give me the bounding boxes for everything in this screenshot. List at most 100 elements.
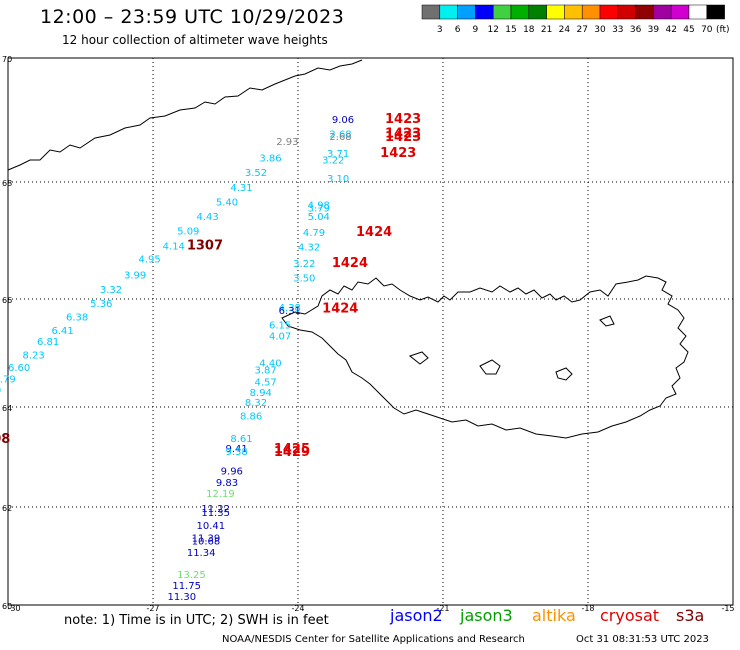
wave-height-label: 4.38 bbox=[279, 303, 301, 314]
lat-lon-grid bbox=[7, 57, 734, 606]
wave-height-label: 8.32 bbox=[245, 398, 267, 409]
wave-height-label: 6.15 bbox=[269, 321, 291, 332]
wave-height-label: 4.07 bbox=[269, 332, 291, 343]
track-time-label: 1308 bbox=[0, 432, 10, 447]
latitude-label: 60 bbox=[2, 602, 12, 611]
colorbar-label: 24 bbox=[559, 25, 571, 35]
wave-height-label: 9.41 bbox=[226, 444, 248, 455]
wave-height-label: 9.96 bbox=[221, 467, 243, 478]
latitude-label: 62 bbox=[2, 504, 12, 513]
wave-height-label: 11.75 bbox=[172, 581, 201, 592]
wave-height-label: 5.40 bbox=[216, 197, 238, 208]
wave-height-label: 3.22 bbox=[322, 155, 344, 166]
wave-height-label: 8.61 bbox=[230, 434, 252, 445]
iceland-inner-lake bbox=[599, 315, 615, 327]
latitude-label: 68 bbox=[2, 179, 12, 188]
longitude-label: -18 bbox=[581, 604, 594, 613]
longitude-label: -24 bbox=[291, 604, 304, 613]
latitude-label: 64 bbox=[2, 404, 12, 413]
wave-height-label: 11.35 bbox=[201, 508, 230, 519]
longitude-label: -30 bbox=[7, 604, 20, 613]
longitude-labels: -30 -27 -24 -21 -18 -15 bbox=[7, 604, 734, 613]
credit-line: NOAA/NESDIS Center for Satellite Applica… bbox=[222, 634, 525, 645]
satellite-legend-altika: altika bbox=[532, 606, 576, 625]
wave-height-label: 8.23 bbox=[23, 350, 45, 361]
wave-height-label: 11.22 bbox=[201, 504, 230, 515]
wave-height-label: 6.31 bbox=[279, 306, 301, 317]
map-title: 12:00 – 23:59 UTC 10/29/2023 bbox=[40, 6, 345, 28]
iceland-coastline bbox=[281, 275, 689, 439]
wave-height-label: 9.38 bbox=[226, 447, 248, 458]
wave-height-label: 4.31 bbox=[230, 183, 252, 194]
coastline bbox=[7, 59, 689, 439]
wave-height-label: 11.39 bbox=[192, 533, 221, 544]
wave-height-label: 3.87 bbox=[255, 366, 277, 377]
colorbar-label: 36 bbox=[630, 25, 642, 35]
wave-height-label: 4.57 bbox=[255, 377, 277, 388]
wave-height-label: 5.09 bbox=[177, 227, 199, 238]
latitude-label: 70 bbox=[2, 55, 12, 64]
wave-height-label: 11.30 bbox=[168, 592, 197, 603]
latitude-label: 66 bbox=[2, 296, 12, 305]
colorbar-unit: (ft) bbox=[716, 25, 730, 35]
wave-height-label: 10.68 bbox=[192, 537, 221, 548]
wave-height-label: 4.40 bbox=[259, 359, 281, 370]
wave-height-label: 2.93 bbox=[276, 137, 298, 148]
longitude-label: -15 bbox=[721, 604, 734, 613]
colorbar-label: 6 bbox=[455, 25, 461, 35]
wave-height-label: 3.22 bbox=[293, 259, 315, 270]
generation-timestamp: Oct 31 08:31:53 UTC 2023 bbox=[576, 634, 709, 645]
wave-height-label: 4.14 bbox=[163, 241, 185, 252]
wave-height-label: 12.19 bbox=[206, 489, 235, 500]
wave-height-label: 4.98 bbox=[308, 200, 330, 211]
longitude-label: -27 bbox=[146, 604, 159, 613]
latitude-labels: 70 68 66 64 62 60 bbox=[2, 55, 12, 611]
wave-height-label: 4.79 bbox=[303, 228, 325, 239]
satellite-legend-s3a: s3a bbox=[676, 606, 705, 625]
colorbar-label: 39 bbox=[648, 25, 660, 35]
wave-height-label: 3.99 bbox=[124, 271, 146, 282]
colorbar-label: 21 bbox=[541, 25, 552, 35]
wave-height-label: 3.10 bbox=[327, 174, 349, 185]
colorbar-label: 33 bbox=[612, 25, 623, 35]
wave-height-label: 3.71 bbox=[327, 149, 349, 160]
wave-height-label: 6.81 bbox=[37, 337, 59, 348]
colorbar-label: 12 bbox=[487, 25, 498, 35]
wave-height-label: 2.68 bbox=[329, 132, 351, 143]
iceland-inner-lake bbox=[555, 367, 573, 381]
track-time-label: 1307 bbox=[187, 238, 223, 253]
colorbar-label: 30 bbox=[594, 25, 606, 35]
colorbar-label: 3 bbox=[437, 25, 443, 35]
footer-note: note: 1) Time is in UTC; 2) SWH is in fe… bbox=[64, 613, 329, 628]
map-subtitle: 12 hour collection of altimeter wave hei… bbox=[62, 33, 328, 47]
wave-height-label: 6.60 bbox=[8, 363, 30, 374]
satellite-legend-cryosat: cryosat bbox=[600, 606, 660, 625]
colorbar-label: 27 bbox=[576, 25, 587, 35]
colorbar-label: 15 bbox=[505, 25, 516, 35]
wave-height-label: 2.68 bbox=[329, 129, 351, 140]
track-time-label: 1424 bbox=[322, 302, 358, 317]
wave-height-label: 4.32 bbox=[298, 242, 320, 253]
wave-height-label: 8.86 bbox=[240, 412, 262, 423]
wave-height-label: 9.83 bbox=[216, 478, 238, 489]
wave-height-label: 7.60 bbox=[0, 386, 1, 397]
wave-height-label: 5.36 bbox=[90, 299, 112, 310]
wave-height-label: 3.52 bbox=[245, 168, 267, 179]
map-frame bbox=[7, 57, 734, 606]
wave-height-label: 6.79 bbox=[0, 375, 16, 386]
colorbar-label: 70 bbox=[701, 25, 713, 35]
track-time-label: 1429 bbox=[274, 445, 310, 460]
wave-height-label: 5.04 bbox=[308, 212, 330, 223]
wave-height-label: 3.79 bbox=[308, 203, 330, 214]
wave-height-label: 6.38 bbox=[66, 313, 88, 324]
greenland-coastline bbox=[7, 59, 363, 171]
track-time-label: 1424 bbox=[356, 225, 392, 240]
colorbar-label: 42 bbox=[665, 25, 676, 35]
wave-height-label: 4.95 bbox=[139, 255, 161, 266]
iceland-inner-lake bbox=[408, 351, 429, 365]
wave-height-label: 4.43 bbox=[197, 212, 219, 223]
track-time-label: 1423 bbox=[380, 146, 416, 161]
wave-height-label: 13.25 bbox=[177, 570, 206, 581]
